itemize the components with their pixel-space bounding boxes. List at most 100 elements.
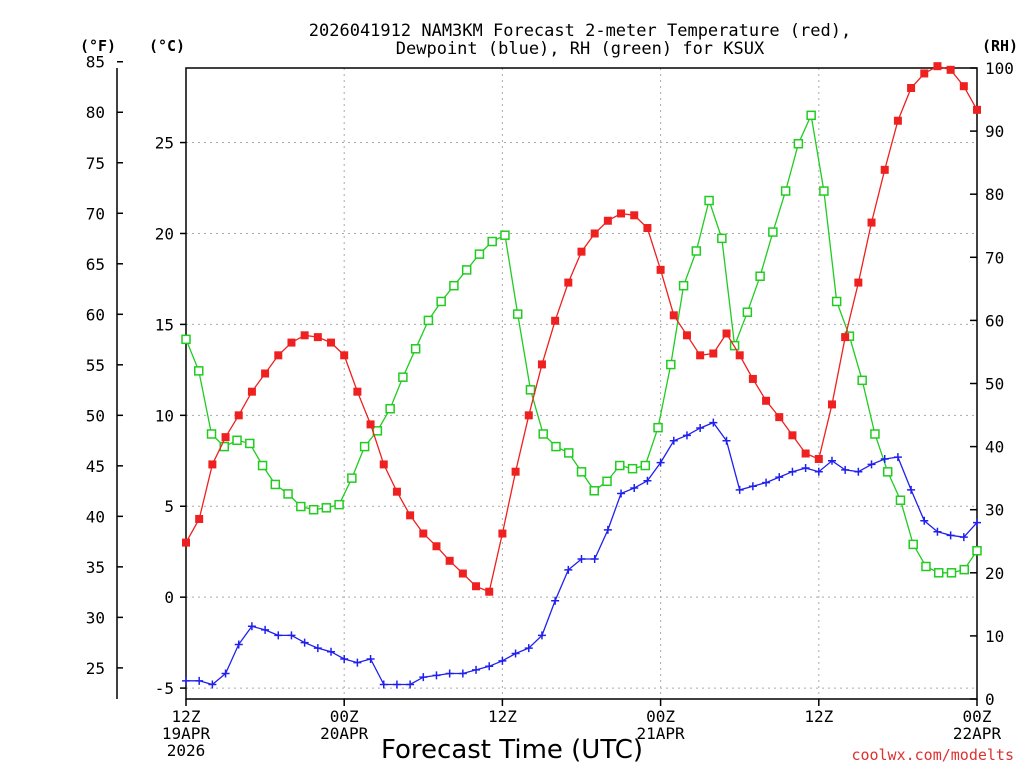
rh-point <box>972 545 982 556</box>
rh-point <box>308 504 319 515</box>
temperature-point <box>432 542 441 551</box>
dewpoint-point <box>656 458 665 467</box>
temperature-point <box>907 84 916 93</box>
dewpoint-point <box>590 554 599 563</box>
dewpoint-point <box>313 644 322 653</box>
time-axis: 12Z 19APR 2026 00Z 20APR 12Z 00Z 21APR 12Z 00Z 22A… <box>162 699 1002 760</box>
temperature-point <box>498 529 507 538</box>
dewpoint-point <box>893 453 902 462</box>
rh-point <box>831 296 842 307</box>
time-tick-label: 12Z <box>804 707 833 726</box>
fahrenheit-tick-label: 30 <box>86 608 105 627</box>
temperature-point <box>195 514 204 523</box>
temperature-point <box>300 331 309 340</box>
dewpoint-point <box>366 654 375 663</box>
rh-point <box>270 479 281 490</box>
rh-point <box>959 564 969 575</box>
dewpoint-point <box>577 554 586 563</box>
rh-point <box>678 280 689 291</box>
temperature-point <box>920 69 929 78</box>
temperature-point <box>327 338 336 347</box>
rh-point <box>219 441 230 452</box>
temperature-point <box>261 369 270 378</box>
dewpoint-point <box>696 424 705 433</box>
temperature-point <box>392 487 401 496</box>
temperature-point <box>287 338 296 347</box>
rh-point <box>296 501 306 512</box>
dewpoint-point <box>643 476 652 485</box>
rh-point <box>245 438 255 449</box>
rh-point <box>538 429 548 439</box>
dewpoint-point <box>814 467 823 476</box>
rh-point <box>474 249 485 259</box>
rh-tick-label: 70 <box>985 248 1004 267</box>
temperature-point <box>933 62 942 71</box>
fahrenheit-tick-label: 50 <box>86 406 105 425</box>
temperature-point <box>485 587 494 596</box>
dewpoint-point <box>946 531 955 540</box>
dewpoint-point <box>524 644 533 653</box>
dewpoint-point <box>327 647 336 656</box>
temperature-point <box>564 278 573 287</box>
rh-point <box>206 429 217 439</box>
rh-tick-label: 0 <box>985 690 995 709</box>
rh-point <box>423 315 434 326</box>
rh-point <box>398 372 408 382</box>
temperature-point <box>854 278 863 287</box>
rh-unit-label: (RH) <box>982 37 1018 55</box>
fahrenheit-tick-label: 45 <box>86 457 105 476</box>
dewpoint-point <box>788 467 797 476</box>
temperature-point <box>406 511 415 520</box>
rh-point <box>321 503 332 513</box>
rh-point <box>563 448 574 458</box>
rh-point <box>627 463 638 474</box>
temperature-series <box>182 62 981 596</box>
rh-point <box>410 344 421 354</box>
dewpoint-point <box>234 640 243 649</box>
dewpoint-point <box>920 516 929 525</box>
chart-title-line-1: 2026041912 NAM3KM Forecast 2-meter Tempe… <box>309 21 851 41</box>
time-tick-label: 00Z 22APR <box>953 707 1002 743</box>
dewpoint-point <box>485 662 494 671</box>
rh-point <box>334 499 344 510</box>
fahrenheit-tick-label: 80 <box>86 103 105 122</box>
dewpoint-point <box>762 478 771 487</box>
temperature-point <box>630 211 639 220</box>
rh-point <box>372 426 383 436</box>
dewpoint-point <box>537 631 546 640</box>
temperature-point <box>340 351 349 360</box>
fahrenheit-tick-label: 85 <box>86 53 105 72</box>
dewpoint-point <box>617 489 626 498</box>
rh-point <box>921 561 931 572</box>
time-tick-label: 12Z <box>488 707 517 726</box>
dewpoint-point <box>827 456 836 465</box>
dewpoint-point <box>353 658 362 667</box>
rh-axis: 0 10 20 30 40 50 60 70 80 90 100 <box>970 59 1014 709</box>
rh-tick-label: 90 <box>985 122 1004 141</box>
dewpoint-point <box>274 631 283 640</box>
rh-point <box>487 236 497 247</box>
x-axis-label: Forecast Time (UTC) <box>381 735 643 765</box>
time-tick-label: 00Z 21APR <box>637 707 686 743</box>
fahrenheit-tick-label: 40 <box>86 507 105 526</box>
dewpoint-point <box>406 680 415 689</box>
dewpoint-point <box>933 527 942 536</box>
dewpoint-series <box>182 418 981 689</box>
dewpoint-point <box>300 638 309 647</box>
rh-point <box>347 473 357 483</box>
dewpoint-point <box>669 436 678 445</box>
rh-point <box>793 138 804 149</box>
rh-point <box>640 460 651 471</box>
temperature-point <box>353 387 362 396</box>
celsius-tick-label: -5 <box>155 679 174 698</box>
fahrenheit-tick-label: 60 <box>86 305 105 324</box>
temperature-point <box>524 411 533 420</box>
temperature-point <box>603 216 612 225</box>
rh-tick-label: 60 <box>985 311 1004 330</box>
temperature-line <box>185 65 978 593</box>
celsius-tick-label: 25 <box>155 134 174 153</box>
temperature-point <box>366 420 375 429</box>
dewpoint-point <box>709 418 718 427</box>
rh-tick-label: 100 <box>985 59 1014 78</box>
